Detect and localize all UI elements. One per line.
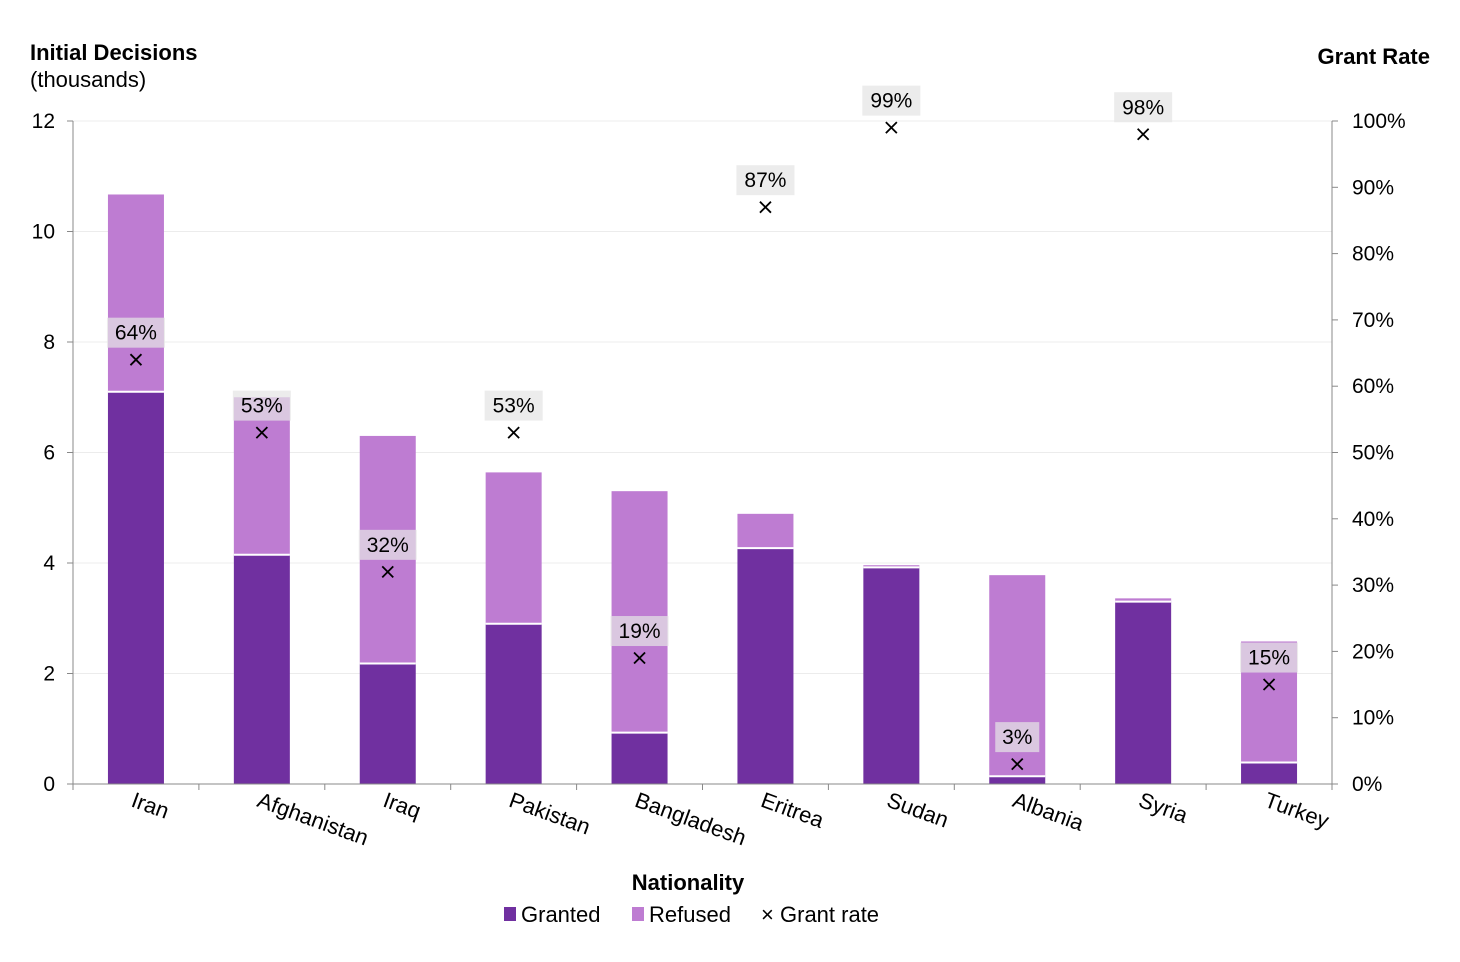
y2-tick-label: 50% [1352,442,1394,465]
x-category-label: Albania [1010,787,1088,836]
grant-rate-marker [1137,128,1150,141]
legend-refused-label: Refused [649,902,731,927]
y2-tick-label: 30% [1352,574,1394,597]
y-tick-label: 10 [32,221,55,244]
grant-rate-label-box [610,616,669,647]
y2-tick-label: 40% [1352,508,1394,531]
legend-refused-swatch [632,907,644,921]
bar-refused [737,513,794,549]
grant-rate-marker [885,121,898,134]
bar-granted [737,548,794,784]
grant-rate-label: 3% [1002,726,1032,749]
y-tick-label: 6 [43,442,55,465]
x-category-label: Sudan [884,787,952,832]
bar-refused [485,472,542,624]
bar-granted [359,663,416,784]
x-category-label: Eritrea [758,787,828,833]
grant-rate-marker [507,426,520,439]
bar-granted [1241,762,1298,784]
grant-rate-label: 99% [870,90,912,113]
grant-rate-marker [129,353,143,366]
x-category-label: Iran [128,787,172,823]
y-axis-title: Initial Decisions [30,40,198,65]
bar-refused [107,194,164,392]
bar-granted [233,554,290,784]
grant-rate-marker [759,201,772,214]
y-axis-subtitle: (thousands) [30,67,146,92]
y2-tick-label: 100% [1352,110,1406,133]
grant-rate-label: 98% [1122,96,1164,119]
y2-axis-title: Grant Rate [1318,44,1430,69]
y-tick-label: 2 [43,663,55,686]
grant-rate-marker [381,565,394,578]
x-category-label: Bangladesh [632,787,750,850]
grant-rate-label: 15% [1248,647,1290,670]
bars-group [107,194,1298,784]
bar-granted [611,732,668,784]
grant-rate-label-box [1114,92,1173,123]
legend-granted-swatch [504,907,516,921]
grant-rate-marker [1011,757,1024,771]
bar-refused [863,565,920,568]
legend-granted-label: Granted [521,902,601,927]
y-tick-label: 8 [43,331,55,354]
x-category-label: Syria [1135,787,1191,828]
bar-granted [989,776,1046,784]
x-category-label: Afghanistan [254,787,372,850]
x-category-label: Iraq [380,787,424,823]
x-category-label: Pakistan [506,787,594,839]
bar-refused [611,491,668,733]
y2-tick-label: 0% [1352,773,1382,796]
bar-granted [107,391,164,784]
grant-rate-label: 53% [493,395,535,418]
grant-rate-label-box [358,529,417,560]
grant-rate-label-box [995,722,1040,753]
grant-rate-label: 19% [619,620,661,643]
x-axis-title: Nationality [632,870,745,895]
bar-refused [233,397,290,555]
grant-rate-label-box [736,165,795,196]
grant-rate-marker [255,426,268,439]
bar-granted [485,623,542,784]
bar-granted [1115,601,1172,784]
grant-rate-label: 53% [241,395,283,418]
bar-refused [1115,598,1172,602]
grant-rate-label: 64% [115,322,157,345]
y-tick-label: 0 [43,773,55,796]
grant-rate-label-box [484,390,543,421]
grant-rate-label-box [232,390,291,421]
grant-rate-label: 87% [744,169,786,192]
grant-rate-label-box [1240,642,1299,673]
legend: Granted Refused × Grant rate [504,902,879,927]
grant-rate-label-box [106,317,165,348]
grant-rate-label: 32% [367,534,409,557]
y2-tick-label: 20% [1352,640,1394,663]
grant-rate-markers: 64% 53% 32% 53% 19% 87% 99% 3% 98% 15% [106,85,1299,771]
grant-rate-marker [1262,678,1276,691]
x-category-label: Turkey [1261,787,1332,833]
y2-tick-label: 90% [1352,176,1394,199]
grant-rate-label-box [862,85,921,116]
y2-tick-label: 10% [1352,707,1394,730]
bar-granted [863,567,920,784]
legend-grant-rate-label: Grant rate [780,902,879,927]
y2-tick-label: 70% [1352,309,1394,332]
y-tick-label: 12 [32,110,55,133]
y2-tick-label: 60% [1352,375,1394,398]
legend-grant-rate-icon: × [761,902,774,927]
grant-rate-marker [633,651,646,665]
y2-tick-label: 80% [1352,243,1394,266]
y-tick-label: 4 [43,552,55,575]
